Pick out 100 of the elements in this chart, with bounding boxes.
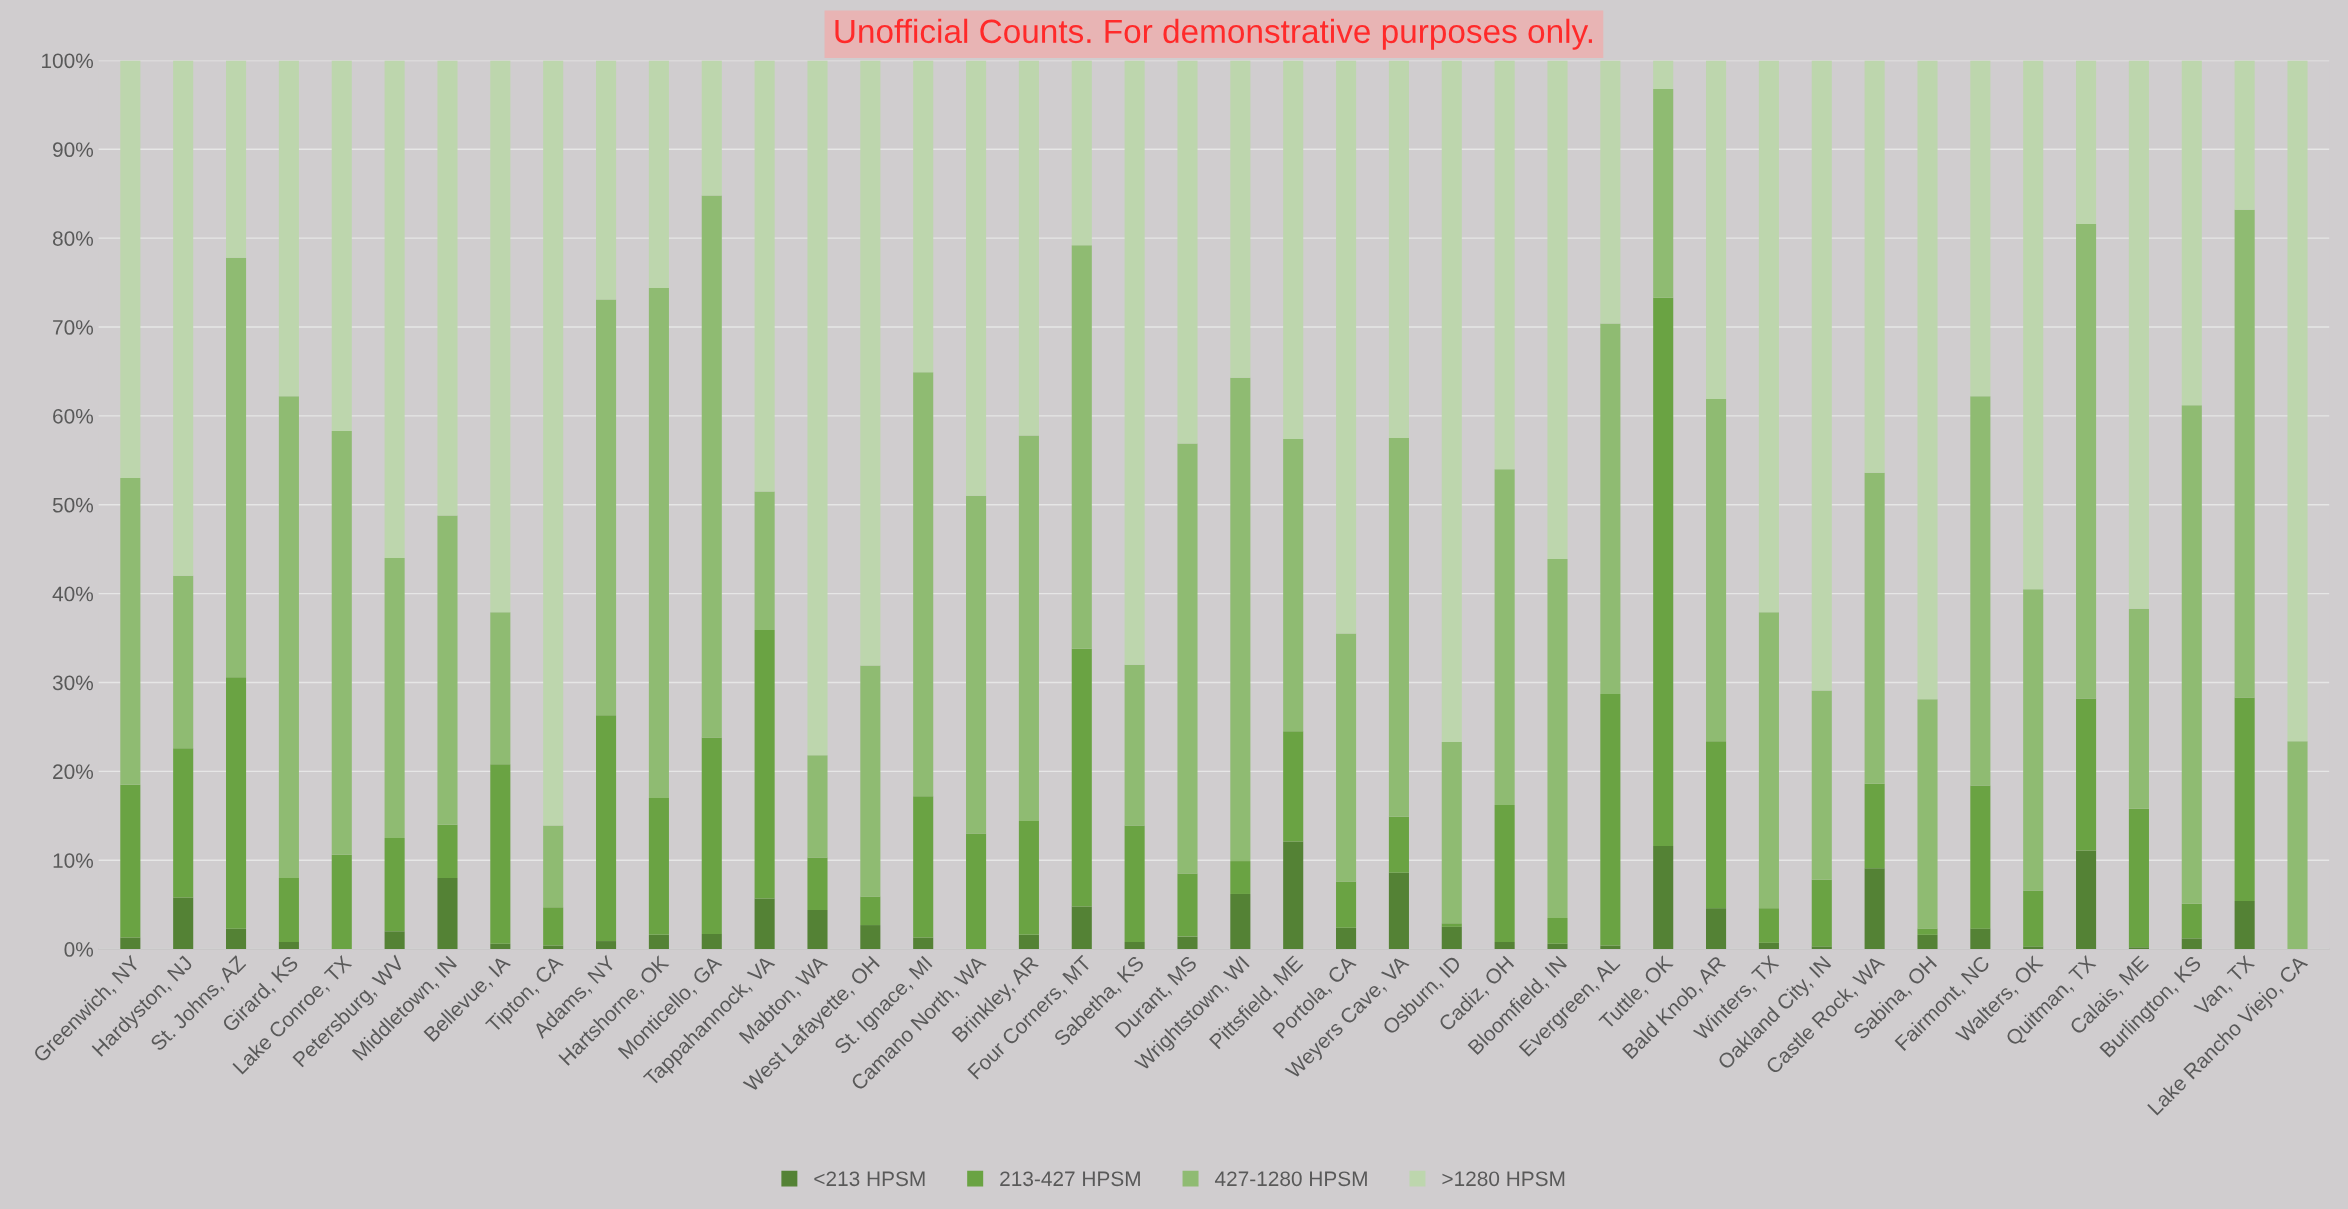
bar: [2181, 60, 2202, 406]
bar: [384, 60, 405, 559]
bar: [1917, 699, 1938, 929]
bar: [1494, 60, 1515, 470]
bar: [1388, 872, 1409, 950]
bar: [2234, 209, 2255, 698]
bar: [1600, 694, 1621, 946]
bar: [1230, 377, 1251, 862]
bar: [1600, 60, 1621, 324]
bar: [1970, 928, 1991, 950]
bar: [966, 495, 987, 834]
bar: [1706, 908, 1727, 950]
bar: [120, 784, 141, 938]
bar: [807, 857, 828, 910]
bar: [754, 630, 775, 899]
bar: [2234, 60, 2255, 210]
bar: [1177, 60, 1198, 444]
bar: [1758, 942, 1779, 950]
bar: [913, 937, 934, 950]
bar: [2076, 223, 2097, 699]
bar: [2128, 60, 2149, 609]
bar: [1336, 60, 1357, 634]
bar: [860, 665, 881, 897]
bar: [596, 60, 617, 300]
bar: [1230, 861, 1251, 894]
bar: [1124, 825, 1145, 942]
bar: [2023, 60, 2044, 590]
bar: [1547, 558, 1568, 918]
bar: [1758, 612, 1779, 909]
bar: [226, 60, 247, 258]
bar: [2181, 903, 2202, 939]
bar: [278, 396, 299, 878]
bar: [1071, 245, 1092, 649]
y-tick-label: 60%: [53, 408, 94, 424]
bar: [384, 837, 405, 932]
bar: [1653, 60, 1674, 89]
bar: [1018, 934, 1039, 950]
bar: [913, 796, 934, 938]
bar: [913, 372, 934, 797]
bar: [1811, 60, 1832, 691]
bar: [384, 558, 405, 838]
bar: [754, 491, 775, 631]
bar: [1124, 664, 1145, 826]
bar: [1494, 805, 1515, 942]
bar: [913, 60, 934, 373]
y-tick-label: 30%: [52, 675, 94, 691]
bar: [1706, 741, 1727, 909]
bar: [1388, 60, 1409, 439]
bar: [1124, 941, 1145, 950]
bar: [278, 60, 299, 397]
bar: [807, 755, 828, 858]
bar: [1283, 731, 1304, 842]
bar: [1811, 946, 1832, 950]
legend-label: >1280 HPSM: [1442, 1171, 1565, 1187]
bar: [754, 60, 775, 492]
bar: [1494, 469, 1515, 806]
bar: [1388, 816, 1409, 873]
y-tick-label: 100%: [42, 53, 94, 69]
bar: [437, 877, 458, 950]
bar: [1653, 297, 1674, 846]
bar: [1441, 60, 1462, 743]
bar: [1230, 893, 1251, 950]
y-tick-label: 0%: [64, 942, 94, 957]
bar: [2234, 697, 2255, 902]
bar: [173, 60, 194, 576]
bar: [596, 715, 617, 942]
bar: [1864, 60, 1885, 473]
bar: [2023, 589, 2044, 891]
bar: [1336, 881, 1357, 928]
bar: [173, 897, 194, 950]
bar: [2076, 698, 2097, 851]
bar: [490, 612, 511, 765]
bar: [754, 898, 775, 950]
bar: [490, 764, 511, 944]
bar: [226, 928, 247, 950]
y-tick-label: 40%: [52, 586, 94, 602]
bar: [1177, 443, 1198, 874]
bar: [490, 60, 511, 613]
bar: [437, 60, 458, 516]
bar: [2181, 938, 2202, 950]
bar: [543, 60, 564, 826]
bar: [1970, 60, 1991, 397]
bar: [648, 798, 669, 935]
bar: [1336, 927, 1357, 950]
bar: [1336, 633, 1357, 882]
bar: [1071, 60, 1092, 246]
bar: [1653, 845, 1674, 950]
bar: [966, 60, 987, 496]
y-tick-label: 50%: [52, 497, 94, 513]
y-tick-label: 80%: [52, 231, 94, 246]
bar: [543, 907, 564, 946]
bar: [173, 575, 194, 749]
bar: [2023, 890, 2044, 947]
bar: [1388, 438, 1409, 817]
bar: [701, 933, 722, 950]
bar: [2023, 946, 2044, 950]
bar: [384, 931, 405, 950]
bar: [648, 60, 669, 288]
bar: [701, 60, 722, 196]
bar: [331, 431, 352, 855]
